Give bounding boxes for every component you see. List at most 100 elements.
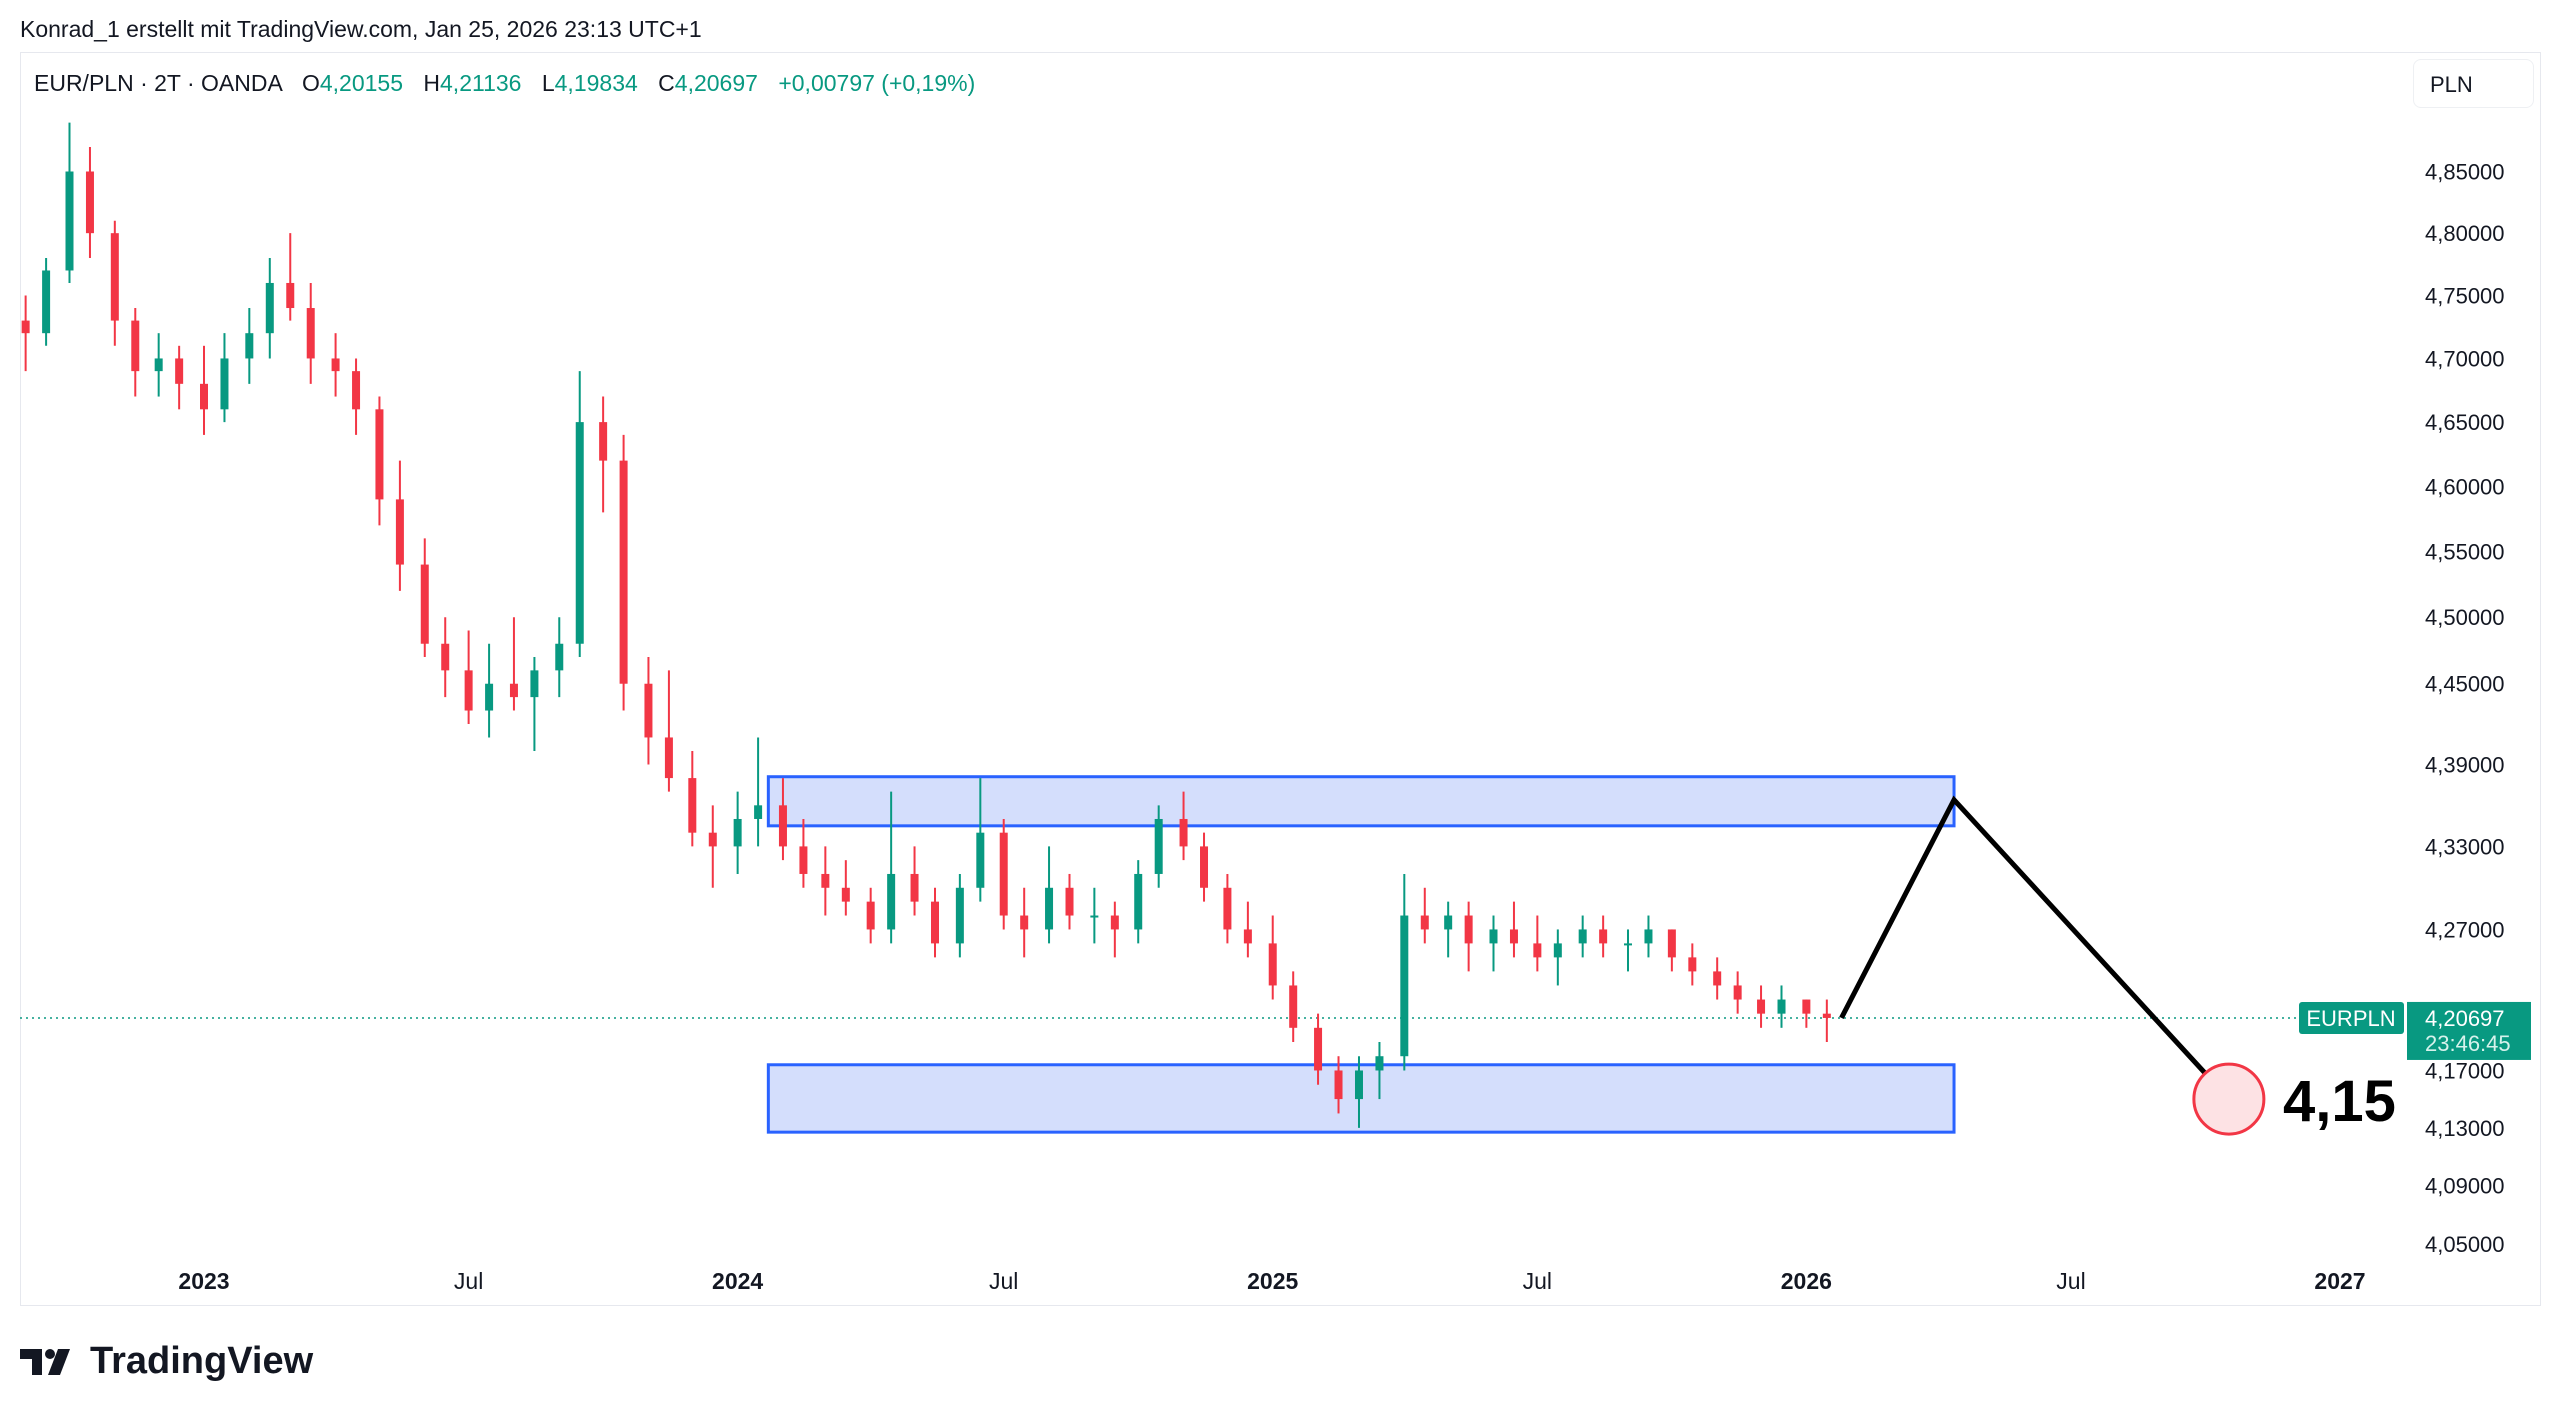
candle-body — [530, 670, 539, 698]
candle — [619, 434, 628, 711]
candle — [530, 657, 539, 751]
candle — [1020, 887, 1029, 958]
y-tick-label: 4,39000 — [2425, 753, 2505, 778]
candle-body — [999, 832, 1008, 916]
y-tick-label: 4,55000 — [2425, 539, 2505, 564]
candle — [1154, 805, 1163, 888]
candle — [1822, 999, 1831, 1042]
candle — [1420, 887, 1429, 944]
candle-body — [1375, 1056, 1384, 1071]
candle — [733, 791, 742, 874]
candle — [799, 818, 808, 888]
symbol-name[interactable]: EUR/PLN · 2T · OANDA — [34, 70, 283, 96]
last-price-tag — [2407, 1001, 2531, 1060]
candle — [395, 460, 404, 591]
candle-body — [110, 233, 119, 321]
logo-text: TradingView — [90, 1340, 314, 1382]
candle-body — [1354, 1070, 1363, 1100]
candle — [1444, 901, 1453, 958]
candle-body — [976, 832, 985, 888]
candle-body — [1533, 943, 1542, 958]
candle-body — [265, 282, 274, 334]
candle-body — [245, 333, 254, 359]
candle — [1200, 832, 1209, 902]
x-tick-label: 2027 — [2314, 1268, 2365, 1294]
candle — [485, 643, 494, 738]
candle-body — [821, 873, 830, 888]
candle-body — [1578, 929, 1587, 944]
currency-button[interactable]: PLN — [2413, 59, 2534, 108]
candle-body — [688, 778, 697, 833]
candle-body — [1444, 915, 1453, 930]
candle — [352, 358, 361, 435]
candle-body — [931, 901, 940, 944]
candle — [841, 860, 850, 916]
candle-body — [1822, 1013, 1831, 1018]
candle-body — [1733, 985, 1742, 1000]
candle-body — [1420, 915, 1429, 930]
candle-body — [575, 422, 584, 644]
close-label: C — [658, 70, 675, 96]
candle — [375, 396, 384, 526]
candle-body — [42, 270, 51, 334]
y-tick-label: 4,70000 — [2425, 346, 2505, 371]
candle — [154, 333, 163, 397]
candle — [1624, 929, 1632, 972]
candle — [286, 233, 295, 321]
candle — [1777, 985, 1786, 1028]
candle — [1599, 915, 1608, 958]
x-tick-label: Jul — [1523, 1268, 1552, 1294]
open-value: 4,20155 — [319, 70, 403, 96]
x-tick-label: 2024 — [712, 1268, 763, 1294]
candle-body — [1553, 943, 1562, 958]
candle — [910, 846, 919, 916]
candle — [1533, 915, 1542, 972]
candle-body — [375, 409, 384, 500]
last-price-label: 4,20697 — [2425, 1006, 2505, 1031]
candle — [708, 805, 717, 888]
candle-body — [1757, 999, 1766, 1014]
candle-body — [21, 320, 30, 334]
candle — [1802, 999, 1811, 1028]
candle — [1688, 943, 1697, 986]
candle-body — [395, 499, 404, 565]
candle-body — [555, 643, 564, 671]
candle — [65, 122, 74, 283]
candle — [1644, 915, 1653, 958]
candle — [1268, 915, 1277, 1000]
candle-body — [1667, 929, 1676, 958]
candle-body — [866, 901, 875, 930]
candle — [464, 630, 473, 724]
candle — [1354, 1056, 1363, 1128]
chart-caption: Konrad_1 erstellt mit TradingView.com, J… — [20, 16, 702, 42]
candle-body — [1400, 915, 1409, 1057]
candle-body — [887, 873, 896, 930]
x-tick-label: 2023 — [178, 1268, 229, 1294]
candle-body — [619, 460, 628, 684]
candle — [1667, 929, 1676, 972]
candle — [1179, 791, 1188, 861]
tradingview-logo[interactable]: TradingView — [20, 1340, 313, 1383]
candle-body — [1179, 818, 1188, 847]
candle-body — [509, 683, 518, 698]
candle-body — [664, 737, 673, 779]
candle-body — [306, 308, 315, 359]
candle — [1090, 887, 1099, 944]
candle-body — [1624, 943, 1632, 946]
candle-body — [420, 564, 429, 644]
y-tick-label: 4,50000 — [2425, 605, 2505, 630]
high-value: 4,21136 — [440, 70, 522, 96]
x-tick-label: Jul — [989, 1268, 1018, 1294]
candle-body — [910, 873, 919, 902]
candle-body — [1243, 929, 1252, 944]
candle — [1400, 873, 1409, 1071]
change-value: +0,00797 (+0,19%) — [778, 70, 976, 96]
candle-body — [154, 358, 163, 372]
candle — [1045, 846, 1054, 944]
candle-body — [85, 171, 94, 234]
candle — [331, 333, 340, 397]
candle-body — [1802, 999, 1811, 1014]
candle — [644, 657, 653, 765]
symbol-tag-label: EURPLN — [2306, 1006, 2395, 1031]
